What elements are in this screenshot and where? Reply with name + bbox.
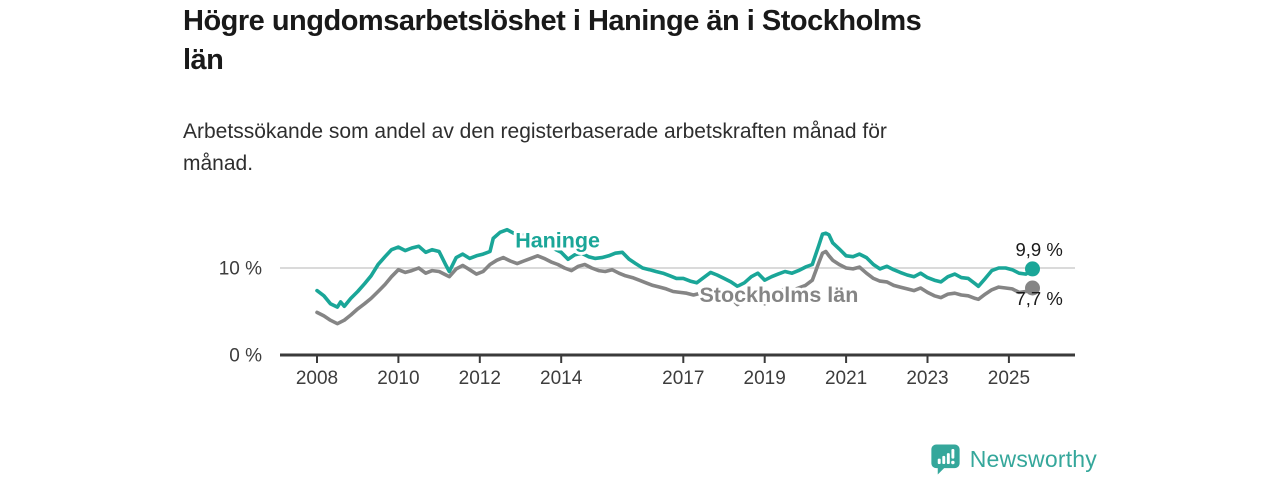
speech-bubble-shape [931,444,960,475]
y-tick-label: 10 % [219,259,262,280]
series-line-Haninge [315,227,1035,309]
bar-icon-3 [946,453,950,465]
x-tick-label: 2021 [825,368,867,389]
page-title: Högre ungdomsarbetslöshet i Haninge än i… [183,2,922,80]
newsworthy-bubble-chart-icon [931,444,960,475]
x-tick-label: 2014 [540,368,583,389]
x-tick-label: 2010 [377,368,419,389]
bar-icon-2 [942,455,945,465]
newsworthy-wordmark: Newsworthy [969,446,1097,472]
x-tick-label: 2012 [459,368,501,389]
exclamation-dot-icon [950,460,955,465]
exclamation-bar-icon [951,449,955,459]
series-label-Stockholms län: Stockholms län [699,283,858,307]
series-line-Stockholms län [315,249,1035,326]
page-title-line-2: län [183,44,224,76]
x-tick-label: 2025 [988,368,1030,389]
x-tick-label: 2008 [296,368,338,389]
end-dot-Stockholms län [1025,280,1040,296]
end-value-label-Haninge: 9,9 % [1016,239,1063,260]
bar-icon-1 [937,458,941,465]
page-title-line-1: Högre ungdomsarbetslöshet i Haninge än i… [183,5,922,37]
end-dot-Haninge [1025,261,1040,277]
x-tick-label: 2017 [662,368,704,389]
x-tick-label: 2023 [906,368,948,389]
newsworthy-logo: Newsworthy [930,443,1097,476]
end-value-label-Stockholms län: 7,7 % [1016,288,1063,309]
series-label-Haninge: Haninge [515,229,600,253]
chart-subtitle-line-1: Arbetssökande som andel av den registerb… [183,120,887,143]
x-tick-label: 2019 [744,368,786,389]
chart-subtitle-line-2: månad. [183,152,254,175]
chart-subtitle: Arbetssökande som andel av den registerb… [183,116,887,180]
y-tick-label: 0 % [229,346,262,367]
